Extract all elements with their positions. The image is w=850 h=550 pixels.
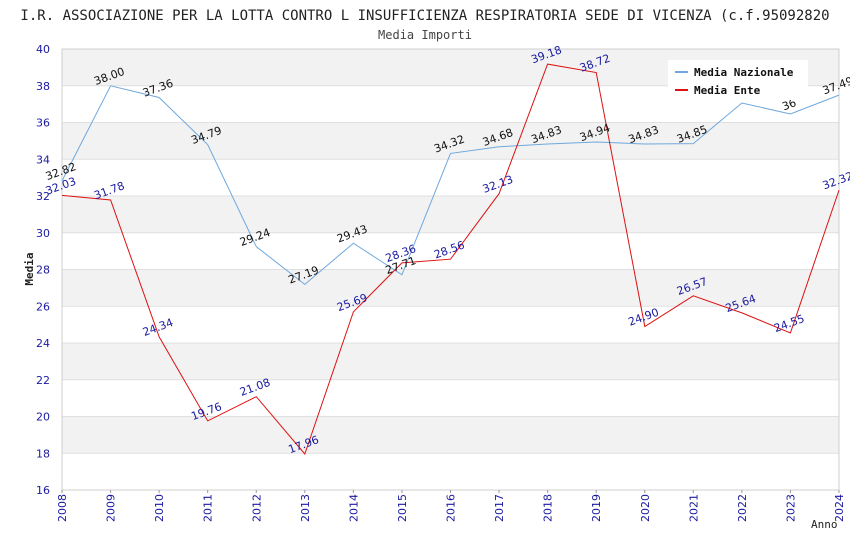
data-label: 24.55: [772, 312, 806, 335]
data-label: 32.32: [821, 169, 850, 192]
y-tick-label: 34: [36, 153, 50, 166]
y-tick-label: 32: [36, 190, 50, 203]
x-tick-label: 2021: [687, 494, 700, 522]
grid-band: [62, 269, 839, 307]
legend-entry: Media Nazionale: [694, 66, 794, 79]
data-label: 24.34: [141, 316, 175, 339]
x-tick-label: 2009: [105, 494, 118, 522]
x-tick-label: 2011: [202, 494, 215, 522]
y-tick-label: 28: [36, 264, 50, 277]
y-tick-label: 22: [36, 374, 50, 387]
x-tick-label: 2010: [153, 494, 166, 522]
data-labels: 32.8238.0037.3634.7929.2427.1929.4327.71…: [44, 43, 850, 456]
y-tick-label: 18: [36, 447, 50, 460]
legend-box: [668, 60, 808, 100]
legend: Media Nazionale Media Ente: [668, 60, 808, 100]
y-tick-label: 24: [36, 337, 50, 350]
x-tick-label: 2014: [347, 494, 360, 522]
data-label: 28.56: [432, 238, 466, 261]
x-tick-label: 2012: [250, 494, 263, 522]
data-label: 24.90: [627, 306, 661, 329]
x-tick-label: 2008: [56, 494, 69, 522]
x-tick-label: 2016: [445, 494, 458, 522]
chart-subtitle: Media Importi: [378, 28, 472, 42]
x-tick-label: 2024: [833, 494, 846, 522]
y-tick-label: 26: [36, 300, 50, 313]
series-line-media-ente: [61, 63, 840, 455]
y-tick-label: 40: [36, 43, 50, 56]
x-tick-label: 2017: [493, 494, 506, 522]
x-tick-label: 2013: [299, 494, 312, 522]
y-tick-label: 36: [36, 117, 50, 130]
data-label: 36: [780, 96, 798, 113]
grid-band: [62, 196, 839, 233]
x-axis-ticks: 2008 2009 2010 2011 2012 2013 2014 2015 2016 2017…: [56, 490, 846, 522]
x-tick-label: 2022: [736, 494, 749, 522]
y-tick-label: 16: [36, 484, 50, 497]
x-tick-label: 2020: [639, 494, 652, 522]
x-axis-label: Anno: [811, 518, 838, 531]
chart-title: I.R. ASSOCIAZIONE PER LA LOTTA CONTRO L …: [20, 8, 829, 24]
y-axis-ticks: 16 18 20 22 24 26 28 30 32 34 36 38 40: [36, 43, 50, 497]
series-layer: [61, 63, 840, 455]
data-label: 32.13: [481, 173, 515, 196]
grid-band: [62, 416, 839, 454]
x-tick-label: 2018: [542, 494, 555, 522]
legend-entry: Media Ente: [694, 84, 761, 97]
x-tick-label: 2023: [784, 494, 797, 522]
x-tick-label: 2019: [590, 494, 603, 522]
y-tick-label: 38: [36, 80, 50, 93]
series-line-media-nazionale: [61, 85, 840, 286]
y-axis-label: Media: [23, 252, 36, 285]
y-tick-label: 30: [36, 227, 50, 240]
grid-band: [62, 343, 839, 380]
y-tick-label: 20: [36, 411, 50, 424]
x-tick-label: 2015: [396, 494, 409, 522]
